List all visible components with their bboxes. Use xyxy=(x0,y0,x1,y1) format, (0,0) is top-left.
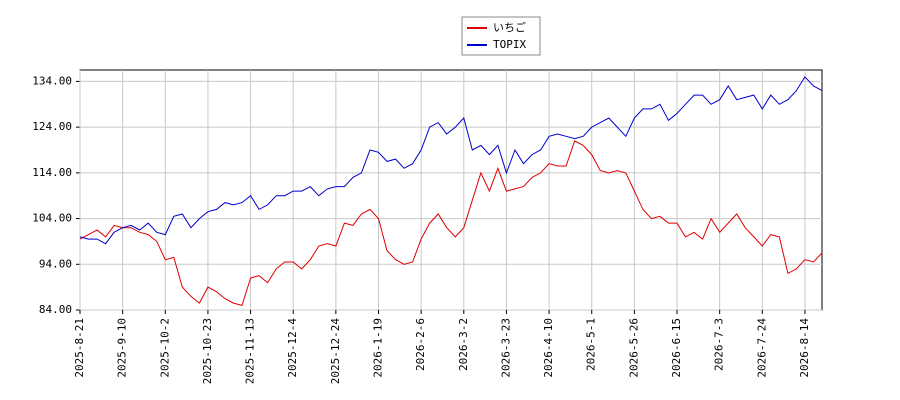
x-tick-label: 2026-8-14 xyxy=(798,318,811,378)
y-tick-label: 84.00 xyxy=(39,303,72,316)
x-tick-label: 2026-5-1 xyxy=(585,318,598,371)
series-line xyxy=(79,140,823,307)
legend-label: TOPIX xyxy=(493,38,526,51)
x-tick-label: 2026-2-6 xyxy=(414,318,427,371)
y-tick-label: 94.00 xyxy=(39,257,72,270)
series-line xyxy=(79,76,823,245)
y-tick-label: 104.00 xyxy=(32,212,72,225)
y-tick-label: 114.00 xyxy=(32,166,72,179)
x-tick-label: 2026-4-10 xyxy=(542,318,555,378)
x-tick-label: 2026-1-19 xyxy=(372,318,385,378)
x-tick-label: 2025-12-24 xyxy=(329,318,342,385)
x-tick-label: 2026-7-24 xyxy=(755,318,768,378)
x-tick-label: 2025-11-13 xyxy=(244,318,257,384)
x-tick-label: 2026-5-26 xyxy=(627,318,640,378)
x-tick-label: 2026-3-23 xyxy=(499,318,512,378)
x-tick-label: 2025-10-2 xyxy=(158,318,171,378)
x-tick-label: 2025-8-21 xyxy=(73,318,86,378)
x-tick-label: 2025-12-4 xyxy=(286,318,299,378)
x-tick-label: 2026-3-2 xyxy=(457,318,470,371)
x-tick-label: 2025-9-10 xyxy=(116,318,129,378)
x-tick-label: 2025-10-23 xyxy=(201,318,214,384)
x-tick-label: 2026-7-3 xyxy=(713,318,726,371)
plot-frame xyxy=(79,69,823,311)
x-tick-label: 2026-6-15 xyxy=(670,318,683,378)
legend-box xyxy=(461,16,541,56)
legend: いちご TOPIX xyxy=(461,16,541,56)
y-tick-label: 134.00 xyxy=(32,74,72,87)
y-tick-label: 124.00 xyxy=(32,120,72,133)
legend-label: いちご xyxy=(493,20,526,34)
